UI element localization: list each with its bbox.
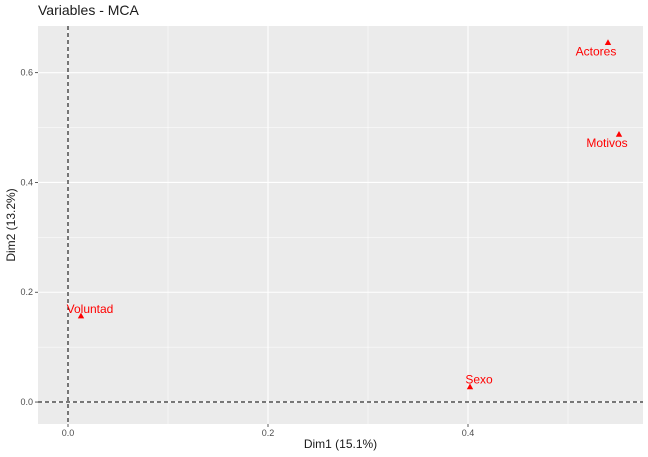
x-tick-label: 0.0 [62, 428, 75, 438]
x-axis-title: Dim1 (15.1%) [304, 437, 377, 451]
x-axis: 0.0 0.2 0.4 [62, 424, 475, 438]
y-tick-label: 0.4 [20, 177, 33, 187]
data-points: Actores Motivos Voluntad Sexo [67, 39, 628, 390]
plot-panel [38, 26, 643, 424]
point-marker [615, 130, 623, 137]
reference-lines [38, 26, 643, 424]
y-tick-label: 0.6 [20, 68, 33, 78]
point-label: Motivos [586, 136, 627, 150]
x-tick-label: 0.2 [262, 428, 275, 438]
y-axis-title: Dim2 (13.2%) [4, 188, 18, 261]
chart-title: Variables - MCA [38, 2, 139, 18]
x-tick-label: 0.4 [462, 428, 475, 438]
point-label: Sexo [465, 373, 493, 387]
point-marker [77, 312, 85, 319]
y-tick-label: 0.2 [20, 287, 33, 297]
point-marker [466, 383, 474, 390]
point-label: Voluntad [67, 302, 114, 316]
grid-lines [38, 26, 643, 424]
point-marker [604, 39, 612, 46]
y-axis: 0.0 0.2 0.4 0.6 [20, 68, 38, 407]
y-tick-label: 0.0 [20, 397, 33, 407]
point-label: Actores [576, 44, 617, 58]
